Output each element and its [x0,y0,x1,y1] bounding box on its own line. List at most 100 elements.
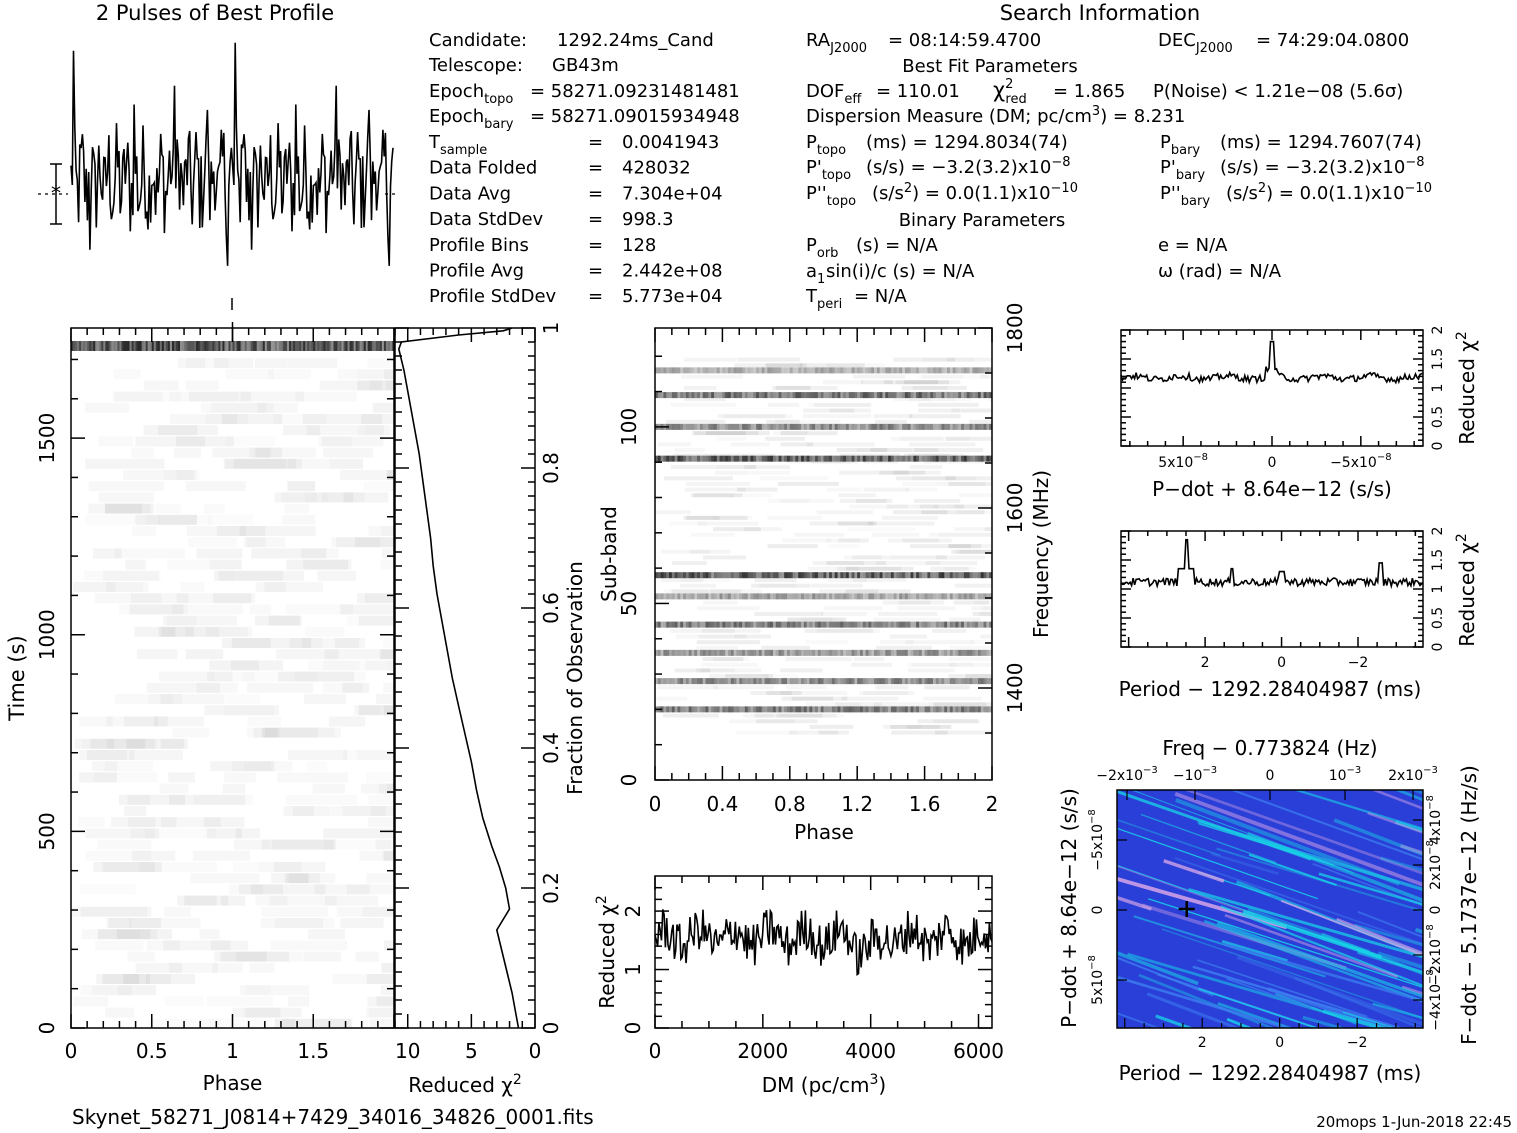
subband-band-bin [857,367,861,374]
subband-band-bin [697,649,701,656]
subband-band-bin [758,706,763,713]
subband-band-bin [705,455,709,462]
subband-band-bin [798,706,802,713]
subband-band-bin [854,392,858,399]
subband-band-bin [778,367,782,374]
subband-band-bin [927,706,931,713]
subband-band-bin [764,572,768,579]
subband-band-bin [944,649,948,656]
subband-band-bin [823,678,827,685]
subband-band-bin [888,423,892,430]
subband-band-bin [671,423,676,430]
pdot-chi2-plot: 5x10−8 0 −5x10−800.511.52P−dot + 8.64e−12 … [1120,326,1479,501]
ppdot-streak [1380,856,1423,872]
subband-band-bin [792,367,796,374]
subband-band-bin [815,706,819,713]
subband-band-bin [860,367,864,374]
subband-band-bin [733,392,737,399]
subband-band-bin [834,649,838,656]
subband-band-bin [756,621,760,628]
subband-band-bin [896,621,900,628]
subband-band-bin [899,367,903,374]
subband-band-bin [961,621,965,628]
subband-band-bin [938,649,942,656]
subband-band-bin [742,423,746,430]
subband-band-bin [933,593,937,600]
subband-band-bin [764,593,768,600]
ppdot-streak [1377,951,1423,970]
time-phase-strip-bin [115,341,118,351]
subband-band-bin [657,367,662,374]
subband-band-bin [907,593,911,600]
subband-band-bin [733,572,737,579]
subband-band-bin [663,392,667,399]
subband-band-bin [831,706,836,713]
subband-band-bin [736,455,740,462]
subband-band-bin [801,392,805,399]
subband-band-bin [918,649,923,656]
subband-band-bin [904,572,909,579]
subband-band-bin [899,678,903,685]
subband-band-bin [764,367,768,374]
subband-band-bin [983,649,987,656]
subband-band-bin [829,572,833,579]
subband-band-bin [798,423,802,430]
subband-band-bin [725,572,729,579]
subband-band-bin [786,455,791,462]
subband-band-bin [888,593,892,600]
subband-band-bin [840,649,844,656]
time-phase-strip-bin [123,341,126,351]
subband-band-bin [865,621,869,628]
subband-band-bin [657,455,662,462]
subband-band-bin [916,593,920,600]
subband-band-bin [916,367,920,374]
info-row-label: Data Avg [429,183,511,204]
subband-band-bin [812,706,816,713]
subband-band-bin [702,572,706,579]
time-phase-strip-bin [129,341,132,351]
subband-band-bin [674,392,678,399]
subband-band-bin [935,621,940,628]
subband-band-bin [958,593,962,600]
subband-band-bin [722,649,726,656]
time-phase-strip-bin [173,341,177,351]
subband-band-bin [702,455,706,462]
asini-value: sin(i)/c (s) = N/A [826,261,975,282]
subband-band-bin [753,593,757,600]
subband-band-bin [888,621,892,628]
subband-band-bin [655,649,659,656]
subband-band-bin [986,706,990,713]
subband-band-bin [972,706,976,713]
subband-band-bin [874,678,878,685]
time-phase-strip-bin [93,341,96,351]
subband-band-bin [669,455,673,462]
subband-band-bin [921,678,925,685]
ppdot-streak [1367,811,1423,834]
subband-band-bin [918,423,923,430]
subband-band-bin [829,621,833,628]
subband-band-bin [871,593,875,600]
ra-label: RAJ2000 [806,30,867,56]
subband-band-bin [812,367,816,374]
subband-band-bin [742,572,746,579]
subband-band-bin [829,593,833,600]
subband-band-bin [893,706,897,713]
subband-band-bin [781,455,785,462]
subband-band-bin [961,455,965,462]
time-phase-strip-bin [210,341,213,351]
subband-band-bin [958,455,962,462]
subband-band-bin [874,572,878,579]
subband-band-bin [955,367,959,374]
subband-band-bin [713,392,718,399]
subband-band-bin [770,678,774,685]
time-phase-strip-bin [159,341,163,351]
subband-band-bin [770,706,774,713]
ppdot-streak [1224,913,1399,979]
period-ytick: 1 [1430,585,1446,594]
subband-band-bin [778,678,782,685]
subband-band-bin [809,706,813,713]
subband-band-bin [750,455,754,462]
ppdot-streak [1216,921,1423,999]
subband-band-bin [871,392,875,399]
subband-band-bin [719,706,723,713]
